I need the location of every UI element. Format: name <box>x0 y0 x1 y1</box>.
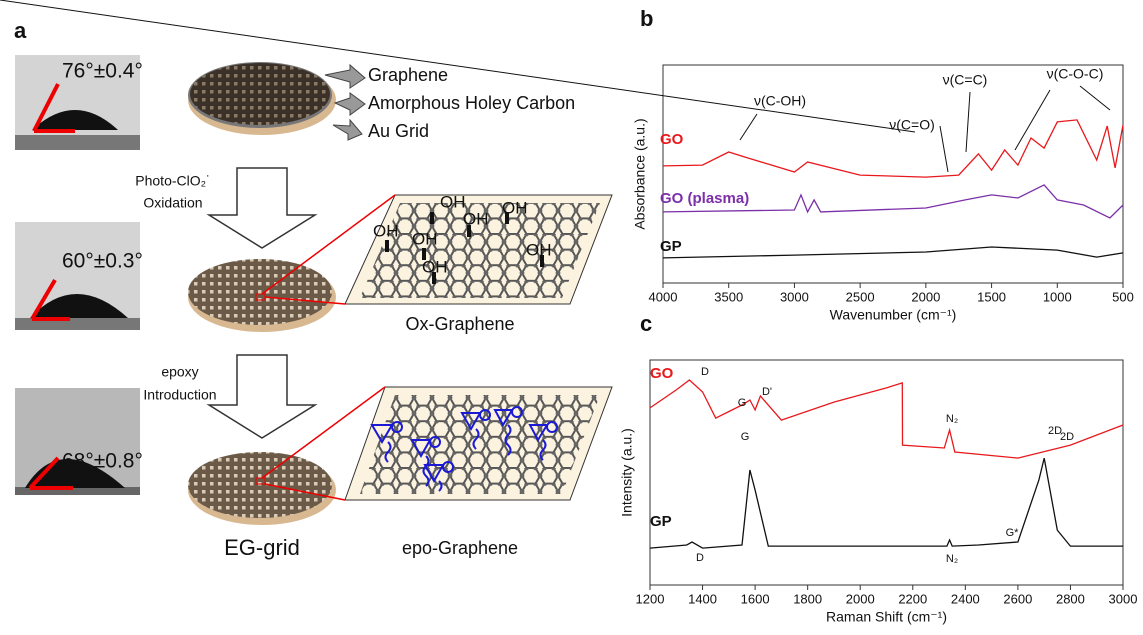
sheet-label: epo-Graphene <box>402 538 518 558</box>
layer-label: Graphene <box>368 65 448 85</box>
step-label: Oxidation <box>143 195 202 211</box>
oh: OH <box>502 198 528 217</box>
oh: OH <box>463 209 489 228</box>
annotation: D' <box>762 386 772 398</box>
annotation-arrow <box>966 92 970 152</box>
series-label: GO (plasma) <box>660 190 749 207</box>
process-arrow <box>209 355 315 438</box>
y-axis-label: Intensity (a.u.) <box>619 428 635 517</box>
contact-angle: 76°±0.4° <box>62 60 143 83</box>
series-label: GP <box>660 238 682 255</box>
annotation: N₂ <box>946 553 958 565</box>
lattice <box>360 395 600 494</box>
annotation-arrow <box>1080 86 1110 110</box>
annotation: G* <box>1006 527 1020 539</box>
step-label: Introduction <box>143 387 216 403</box>
x-tick-label: 2600 <box>1003 591 1032 606</box>
x-tick-label: 500 <box>1112 289 1134 304</box>
annotation: G <box>738 397 747 409</box>
contact-angle: 68°±0.8° <box>62 450 143 473</box>
step-label: epoxy <box>161 364 198 380</box>
x-tick-label: 3000 <box>1109 591 1138 606</box>
grid-disk <box>188 62 336 135</box>
oh: OH <box>412 229 438 248</box>
series-label: GO <box>650 365 674 382</box>
x-tick-label: 1000 <box>1043 289 1072 304</box>
layer-label: Au Grid <box>368 121 429 141</box>
x-axis-label: Wavenumber (cm⁻¹) <box>830 307 957 323</box>
figure: a 76°±0.4° 60°±0.3° 68°±0.8° Graphene Am… <box>0 0 1143 635</box>
grid-label: EG-grid <box>224 535 300 560</box>
annotation-arrow <box>940 126 948 172</box>
series-line <box>650 380 1123 458</box>
oh: OH <box>373 221 399 240</box>
panel-a: a 76°±0.4° 60°±0.3° 68°±0.8° Graphene Am… <box>14 18 612 560</box>
step-label: Photo-ClO₂˙ <box>135 173 210 189</box>
y-axis-label: Absorbance (a.u.) <box>632 118 648 229</box>
oh: OH <box>440 192 466 211</box>
grid-disk <box>188 452 336 525</box>
panel-label: c <box>640 311 652 336</box>
contact-angle: 60°±0.3° <box>62 250 143 273</box>
panel-label: a <box>14 18 27 43</box>
annotation: ν(C=C) <box>943 72 988 88</box>
series-label: GP <box>650 513 672 530</box>
series-line <box>650 458 1123 548</box>
x-tick-label: 2400 <box>951 591 980 606</box>
x-axis-label: Raman Shift (cm⁻¹) <box>826 609 947 625</box>
annotation: ν(C-O-C) <box>1047 66 1104 82</box>
x-tick-label: 2200 <box>898 591 927 606</box>
x-tick-label: 1400 <box>688 591 717 606</box>
annotation: D <box>701 366 709 378</box>
annotation: ν(C-OH) <box>754 93 806 109</box>
x-tick-label: 1500 <box>977 289 1006 304</box>
annotation: N₂ <box>946 413 958 425</box>
annotation: D <box>696 552 704 564</box>
oh: OH <box>526 240 552 259</box>
process-arrow <box>209 168 315 248</box>
sheet-label: Ox-Graphene <box>405 314 514 334</box>
x-tick-label: 4000 <box>649 289 678 304</box>
panel-label: b <box>640 6 653 31</box>
annotation: G <box>741 431 750 443</box>
plot-frame <box>650 360 1123 585</box>
droplet-photo <box>15 388 140 495</box>
x-tick-label: 2000 <box>911 289 940 304</box>
grid-disk <box>188 259 336 332</box>
x-tick-label: 1200 <box>636 591 665 606</box>
oh: OH <box>422 257 448 276</box>
x-tick-label: 2500 <box>846 289 875 304</box>
annotation-arrow <box>740 114 757 140</box>
x-tick-label: 1800 <box>793 591 822 606</box>
annotation: 2D <box>1060 431 1074 443</box>
x-tick-label: 2000 <box>846 591 875 606</box>
annotation-arrow <box>1015 90 1050 150</box>
layer-label: Amorphous Holey Carbon <box>368 93 575 113</box>
series-line <box>663 247 1123 258</box>
x-tick-label: 2800 <box>1056 591 1085 606</box>
series-label: GO <box>660 131 684 148</box>
annotation: ν(C=O) <box>889 117 935 133</box>
x-tick-label: 1600 <box>741 591 770 606</box>
x-tick-label: 3500 <box>714 289 743 304</box>
droplet-photo <box>15 222 140 330</box>
x-tick-label: 3000 <box>780 289 809 304</box>
